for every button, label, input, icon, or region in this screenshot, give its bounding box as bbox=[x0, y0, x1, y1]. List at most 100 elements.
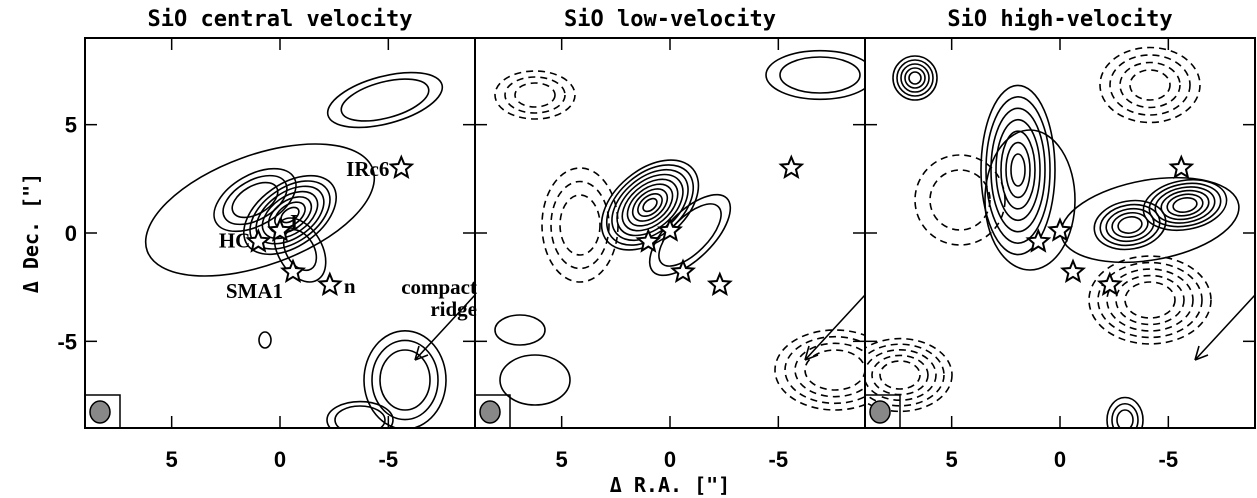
contour bbox=[865, 343, 945, 407]
contour bbox=[642, 197, 658, 213]
source-label: IRc6 bbox=[346, 157, 389, 181]
contour bbox=[274, 201, 306, 229]
contour bbox=[1111, 211, 1149, 239]
contour bbox=[1142, 178, 1228, 232]
y-tick-label: 0 bbox=[65, 221, 77, 246]
contour bbox=[499, 354, 571, 406]
contour bbox=[904, 67, 926, 89]
arrow-head bbox=[414, 345, 429, 361]
source-star bbox=[635, 228, 662, 253]
contour bbox=[1117, 216, 1143, 234]
contour bbox=[340, 78, 430, 122]
contour bbox=[504, 76, 566, 114]
contour bbox=[648, 193, 732, 277]
contour bbox=[1111, 402, 1139, 428]
panel bbox=[865, 46, 1256, 428]
contour bbox=[1093, 199, 1167, 251]
source-star bbox=[1096, 271, 1123, 297]
source-star bbox=[267, 217, 293, 242]
contour bbox=[631, 188, 669, 222]
contour bbox=[1116, 409, 1134, 428]
contour bbox=[929, 169, 991, 231]
arrow bbox=[414, 294, 475, 361]
contour bbox=[326, 71, 444, 129]
x-tick-label: 0 bbox=[274, 447, 286, 472]
contour bbox=[144, 143, 376, 277]
contour bbox=[1088, 255, 1212, 345]
contour bbox=[334, 405, 386, 428]
source-star bbox=[388, 154, 415, 180]
contour bbox=[779, 56, 861, 94]
contour bbox=[1005, 141, 1031, 199]
source-star bbox=[316, 271, 343, 297]
contour bbox=[1124, 281, 1176, 319]
panel-title: SiO high-velocity bbox=[947, 7, 1172, 32]
contour bbox=[1109, 54, 1191, 116]
contour bbox=[242, 174, 338, 256]
contour bbox=[892, 55, 938, 101]
x-tick-label: 5 bbox=[946, 447, 958, 472]
source-star bbox=[279, 258, 307, 284]
contour bbox=[222, 174, 288, 226]
y-axis-label: Δ Dec. ["] bbox=[19, 173, 43, 293]
annotation: compact bbox=[401, 275, 477, 299]
contour bbox=[1097, 261, 1203, 339]
contour bbox=[637, 192, 663, 218]
contour bbox=[1099, 46, 1201, 124]
annotation: ridge bbox=[430, 297, 477, 321]
x-tick-label: -5 bbox=[1159, 447, 1179, 472]
arrow bbox=[1194, 294, 1256, 361]
contour bbox=[616, 173, 684, 237]
source-star bbox=[1168, 154, 1195, 180]
beam-box bbox=[475, 394, 511, 428]
contour bbox=[371, 339, 439, 421]
contour bbox=[379, 349, 431, 411]
x-tick-label: -5 bbox=[769, 447, 789, 472]
source-star bbox=[1059, 258, 1087, 284]
contour bbox=[908, 71, 922, 85]
contour bbox=[1106, 268, 1194, 332]
source-star bbox=[1047, 217, 1073, 242]
contour bbox=[273, 217, 327, 283]
panel bbox=[475, 49, 865, 428]
x-axis-label: Δ R.A. ["] bbox=[610, 473, 730, 497]
contour bbox=[1129, 69, 1171, 101]
contour bbox=[765, 49, 865, 101]
beam bbox=[869, 400, 891, 424]
source-star bbox=[778, 154, 805, 180]
source-label: I bbox=[290, 210, 298, 234]
contour bbox=[494, 314, 546, 346]
x-tick-label: 5 bbox=[556, 447, 568, 472]
y-tick-label: -5 bbox=[57, 329, 77, 354]
arrow bbox=[804, 294, 865, 361]
arrow-head bbox=[804, 345, 819, 361]
x-tick-label: 5 bbox=[166, 447, 178, 472]
contour bbox=[914, 154, 1006, 246]
contour bbox=[1106, 396, 1144, 428]
contour bbox=[900, 63, 930, 93]
contour bbox=[1154, 186, 1216, 224]
contour bbox=[985, 96, 1051, 244]
contour bbox=[1166, 193, 1204, 217]
beam-box bbox=[85, 394, 121, 428]
contour bbox=[896, 59, 934, 97]
arrow-head bbox=[1194, 345, 1209, 361]
contour bbox=[1115, 274, 1185, 326]
contour bbox=[541, 167, 619, 283]
contour bbox=[363, 330, 447, 428]
contour bbox=[784, 335, 865, 405]
contour bbox=[213, 167, 297, 233]
contour bbox=[1099, 203, 1161, 247]
x-tick-label: 0 bbox=[664, 447, 676, 472]
contour bbox=[550, 180, 610, 270]
contour bbox=[995, 118, 1041, 222]
contour bbox=[326, 400, 394, 428]
contour bbox=[1172, 196, 1198, 214]
contour bbox=[1010, 153, 1026, 187]
source-star bbox=[245, 228, 272, 253]
contour bbox=[626, 183, 674, 227]
contour bbox=[984, 129, 1076, 271]
contour bbox=[514, 82, 556, 108]
contour bbox=[1160, 189, 1210, 221]
contour bbox=[258, 331, 272, 349]
